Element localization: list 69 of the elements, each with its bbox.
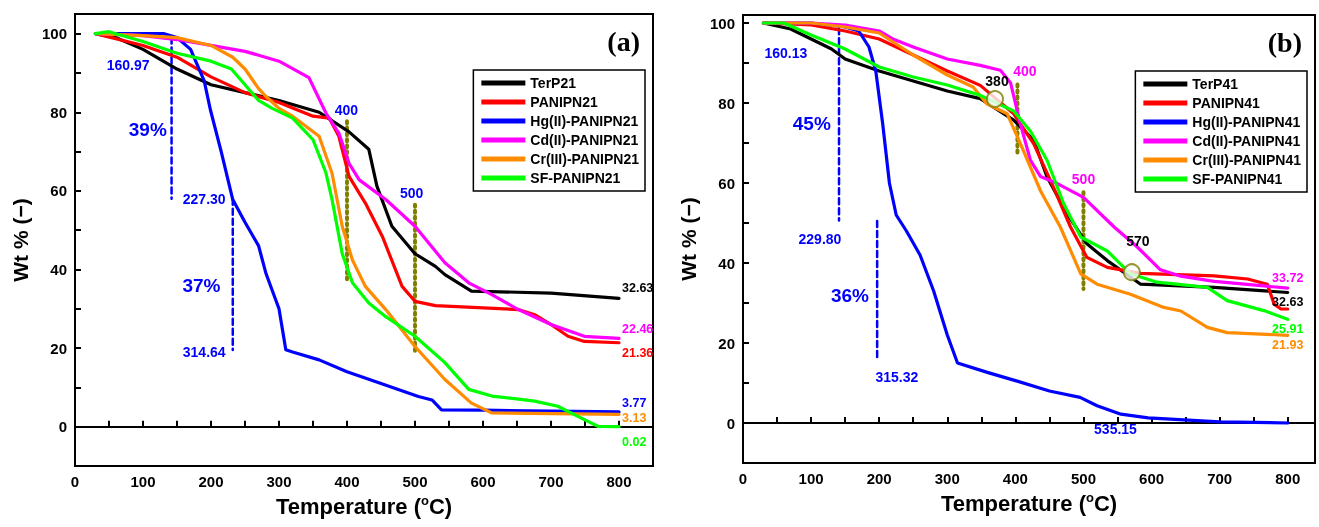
legend-label: TerP21 (530, 75, 577, 91)
y-tick-label: 60 (50, 182, 67, 200)
y-tick-label: 40 (718, 254, 735, 272)
annotation: 227.30 (182, 190, 226, 207)
legend-label: SF-PANIPN21 (530, 170, 621, 186)
annotation: 229.80 (798, 231, 842, 247)
x-tick-label: 800 (606, 473, 632, 490)
legend-label: SF-PANIPN41 (1192, 171, 1283, 187)
x-tick-label: 800 (1275, 470, 1301, 487)
x-tick-label: 700 (1207, 470, 1233, 487)
x-tick-label: 200 (866, 470, 892, 487)
y-tick-label: 100 (709, 14, 735, 32)
annotation: 315.32 (875, 369, 919, 385)
x-tick-label: 100 (798, 470, 824, 487)
y-tick-label: 80 (50, 103, 67, 121)
y-tick-label: 0 (726, 414, 735, 432)
data-label: 3.13 (622, 411, 647, 426)
data-label: 33.72 (1272, 270, 1304, 285)
annotation: 400 (1013, 63, 1037, 79)
data-label: 3.77 (622, 395, 647, 410)
legend-label: Cr(III)-PANIPN41 (1192, 152, 1302, 168)
x-tick-label: 300 (934, 470, 960, 487)
annotation: 500 (399, 184, 424, 201)
legend-label: Hg(II)-PANIPN41 (1192, 114, 1301, 130)
legend-label: Cd(II)-PANIPN41 (1192, 133, 1301, 149)
annotation: 500 (1071, 171, 1096, 187)
annotation: 45% (792, 112, 831, 134)
y-tick-label: 0 (58, 418, 67, 436)
annotation: 160.97 (106, 57, 150, 74)
x-tick-label: 100 (130, 473, 156, 490)
annotation: 400 (334, 101, 359, 118)
data-label: 32.63 (622, 281, 654, 296)
annotation: 380 (985, 73, 1009, 89)
annotation: 37% (182, 274, 221, 296)
annotation: 314.64 (182, 344, 226, 361)
y-tick-label: 20 (50, 339, 67, 357)
y-tick-label: 60 (718, 174, 735, 192)
legend-label: TerP41 (1192, 76, 1239, 92)
legend-label: PANIPN21 (530, 94, 598, 110)
y-tick-label: 100 (41, 25, 67, 43)
legend-label: Hg(II)-PANIPN21 (530, 113, 639, 129)
annotation: 39% (128, 119, 167, 141)
x-tick-label: 0 (738, 470, 748, 487)
y-tick-label: 40 (50, 260, 67, 278)
x-tick-label: 600 (470, 473, 496, 490)
x-tick-label: 500 (1070, 470, 1096, 487)
x-tick-label: 400 (1002, 470, 1028, 487)
data-label: 21.93 (1272, 337, 1304, 352)
data-label: 0.02 (622, 434, 647, 449)
legend-label: Cr(III)-PANIPN21 (530, 151, 640, 167)
annotation: 36% (830, 284, 870, 306)
x-tick-label: 600 (1139, 470, 1165, 487)
legend-label: Cd(II)-PANIPN21 (530, 132, 639, 148)
legend-label: PANIPN41 (1192, 95, 1260, 111)
y-tick-label: 80 (718, 94, 735, 112)
x-tick-label: 700 (538, 473, 564, 490)
y-axis-title: Wt % (−) (677, 197, 701, 281)
x-tick-label: 500 (402, 473, 428, 490)
x-tick-label: 300 (266, 473, 292, 490)
chart-title: (b) (1267, 26, 1303, 58)
y-tick-label: 20 (718, 334, 735, 352)
y-axis-title: Wt % (−) (9, 198, 33, 282)
annotation: 535.15 (1094, 421, 1138, 437)
chart-title: (a) (607, 25, 641, 57)
annotation: 160.13 (764, 45, 808, 61)
x-tick-label: 200 (198, 473, 224, 490)
x-tick-label: 400 (334, 473, 360, 490)
x-tick-label: 0 (70, 473, 80, 490)
data-label: 25.91 (1272, 321, 1304, 336)
